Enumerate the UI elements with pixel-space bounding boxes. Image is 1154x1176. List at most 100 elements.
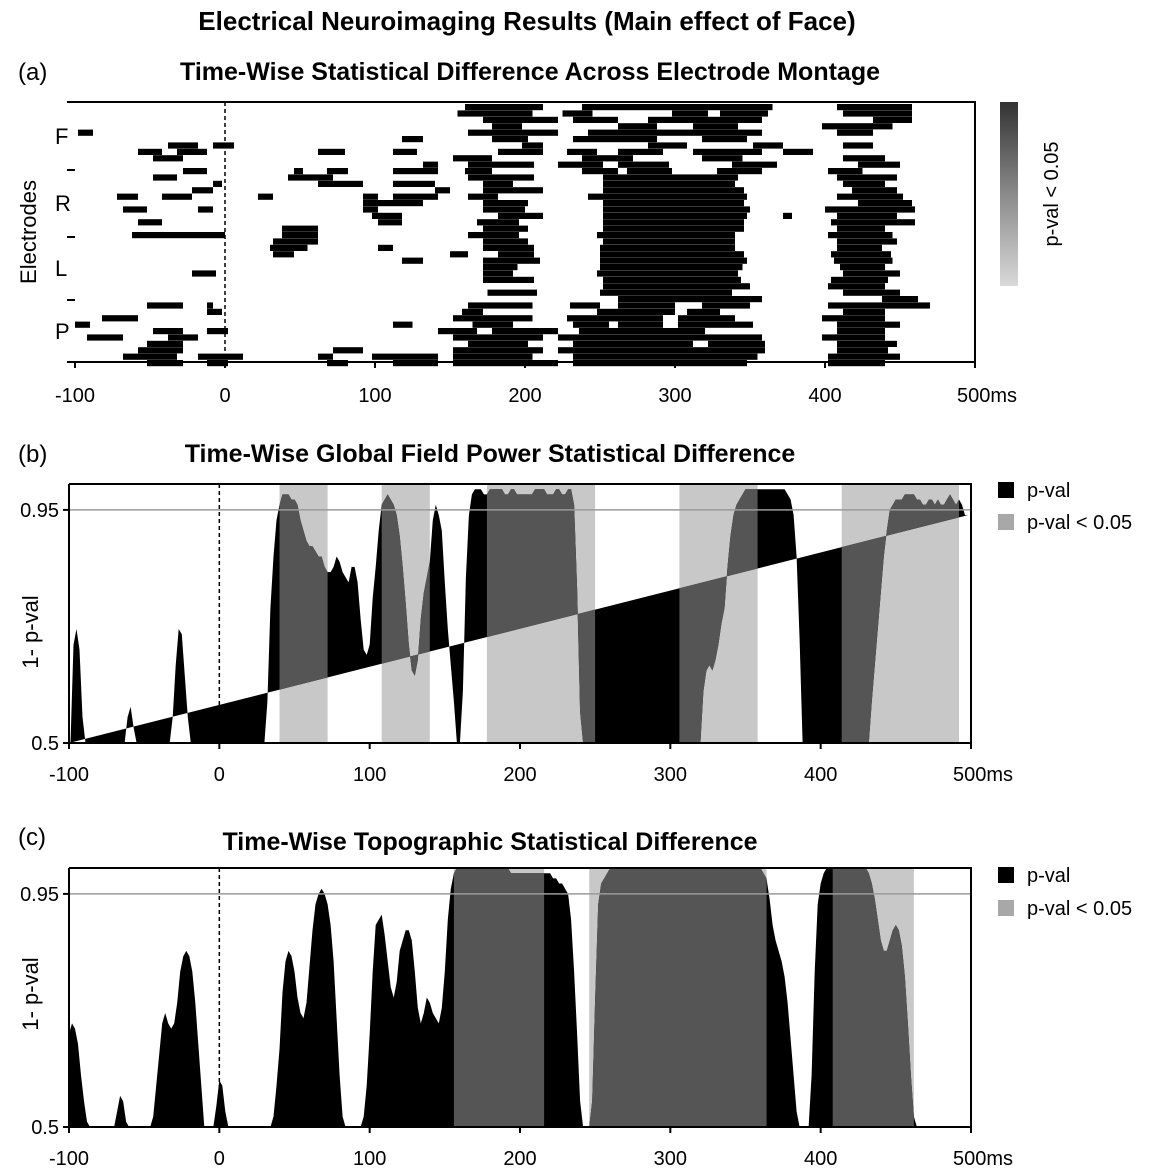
significance-segment: [393, 168, 438, 175]
significance-segment: [153, 155, 183, 162]
significance-segment: [603, 219, 744, 226]
y-tick-label: 0.5: [31, 1117, 59, 1139]
significance-segment: [837, 212, 897, 219]
significance-segment: [822, 123, 893, 130]
significance-segment: [573, 353, 758, 360]
significance-segment: [843, 270, 900, 277]
significance-segment: [843, 142, 873, 149]
significance-segment: [600, 251, 744, 258]
significance-segment: [831, 276, 888, 283]
x-tick-label: 300: [658, 385, 691, 407]
significance-segment: [597, 308, 675, 315]
significance-segment: [168, 142, 198, 149]
panel-b-label: (b): [18, 441, 47, 468]
significance-segment: [498, 148, 543, 155]
significance-segment: [138, 148, 162, 155]
panel-a-x-ticks: -100 0 100 200 300 400 500ms: [55, 362, 1017, 407]
significance-segment: [483, 200, 528, 207]
significance-segment: [213, 180, 222, 187]
significance-segment: [720, 110, 768, 117]
significance-segment: [522, 142, 543, 149]
significance-segment: [465, 104, 543, 111]
legend-label-significant: p-val < 0.05: [1027, 898, 1132, 920]
significance-segment: [825, 206, 915, 213]
electrode-group-label: L: [55, 256, 67, 281]
panel-a-colorbar: p-val < 0.05: [1000, 102, 1063, 286]
significance-segment: [183, 168, 207, 175]
significance-segment: [132, 232, 225, 239]
panel-a-title: Time-Wise Statistical Difference Across …: [180, 58, 880, 86]
panel-c-ylabel: 1- p-val: [18, 957, 43, 1030]
significance-segment: [618, 321, 663, 328]
significance-segment: [603, 187, 744, 194]
panel-b-title: Time-Wise Global Field Power Statistical…: [185, 440, 796, 468]
x-tick-label: 100: [353, 764, 386, 786]
significance-segment: [882, 296, 918, 303]
significance-segment: [207, 308, 222, 315]
x-tick-label: 300: [654, 1148, 687, 1170]
significance-segment: [837, 174, 897, 181]
significance-segment: [582, 155, 633, 162]
significance-segment: [603, 200, 744, 207]
significance-segment: [822, 334, 885, 341]
x-tick-label: 500ms: [953, 1148, 1013, 1170]
significance-segment: [123, 206, 147, 213]
significance-segment: [858, 200, 912, 207]
significance-segment: [597, 232, 735, 239]
significance-segment: [192, 187, 213, 194]
significance-segment: [192, 270, 216, 277]
significance-segment: [213, 142, 234, 149]
significance-segment: [453, 360, 558, 367]
significance-segment: [318, 148, 345, 155]
significance-segment: [282, 225, 318, 232]
y-tick-label: 0.95: [20, 500, 59, 522]
significance-segment: [873, 116, 912, 123]
significance-segment: [483, 257, 540, 264]
significance-segment: [603, 180, 735, 187]
significance-segment: [828, 353, 900, 360]
panel-c-title: Time-Wise Topographic Statistical Differ…: [222, 828, 757, 856]
electrode-group-label: F: [55, 124, 68, 149]
significance-segment: [567, 315, 663, 322]
significance-segment: [618, 302, 675, 309]
significance-segment: [618, 148, 663, 155]
significance-segment: [177, 148, 207, 155]
x-tick-label: 100: [358, 385, 391, 407]
significance-segment: [378, 244, 393, 251]
significance-segment: [450, 251, 468, 258]
significance-segment: [492, 123, 522, 130]
significance-segment: [600, 289, 732, 296]
significance-segment: [198, 206, 213, 213]
significance-segment: [492, 136, 528, 143]
significance-segment: [483, 264, 518, 271]
significance-segment: [288, 174, 333, 181]
significance-segment: [363, 193, 378, 200]
significance-segment: [363, 200, 423, 207]
panel-b-ylabel: 1- p-val: [18, 595, 43, 668]
significance-segment: [783, 148, 813, 155]
significance-segment: [402, 257, 423, 264]
significance-segment: [837, 347, 888, 354]
significance-segment: [333, 347, 363, 354]
significance-segment: [465, 168, 492, 175]
significance-segment: [837, 244, 882, 251]
significance-segment: [483, 244, 534, 251]
significance-segment: [327, 360, 348, 367]
significance-segment: [693, 123, 738, 130]
panel-c-legend: p-val p-val < 0.05: [998, 865, 1132, 920]
significance-segment: [573, 116, 618, 123]
significance-segment: [138, 347, 183, 354]
x-tick-label: 0: [214, 764, 225, 786]
significance-segment: [117, 193, 138, 200]
significance-segment: [702, 136, 747, 143]
y-tick-label: 0.95: [20, 884, 59, 906]
x-tick-label: 200: [503, 1148, 536, 1170]
significance-segment: [603, 206, 750, 213]
significance-segment: [837, 321, 900, 328]
significance-segment: [573, 136, 657, 143]
significance-segment: [708, 340, 765, 347]
x-tick-label: 400: [808, 385, 841, 407]
panel-a-ylabel: Electrodes: [16, 180, 41, 284]
legend-label-pval: p-val: [1027, 480, 1070, 502]
electrode-group-label: P: [55, 319, 70, 344]
